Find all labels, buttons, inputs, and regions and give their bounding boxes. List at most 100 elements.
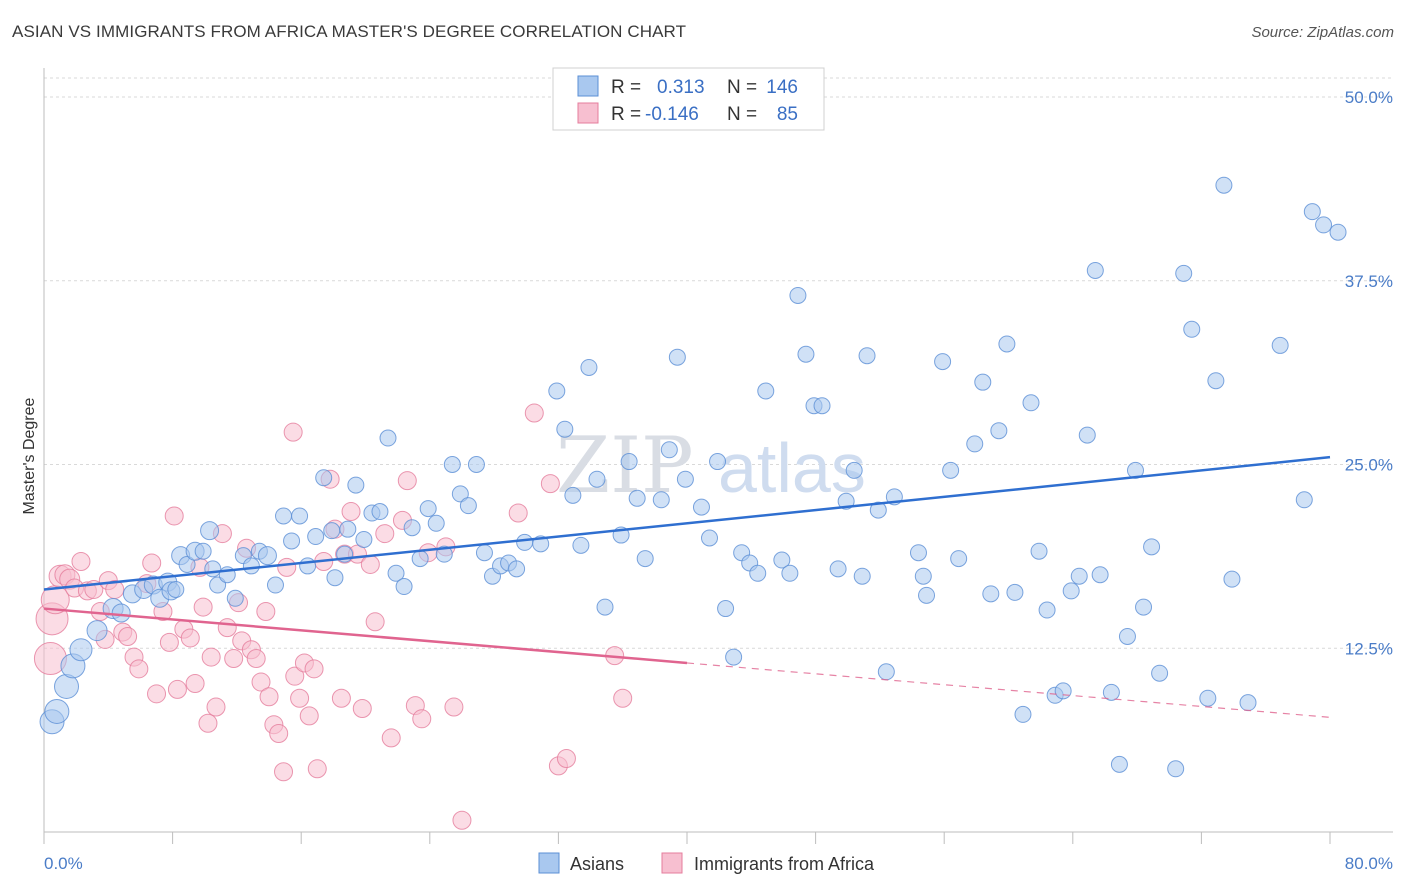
asian-point (942, 461, 960, 479)
africa-point (556, 749, 576, 768)
asian-point (717, 600, 735, 618)
asian-point (1239, 694, 1257, 712)
asian-point (299, 557, 317, 575)
asian-point (628, 489, 646, 507)
asian-point (781, 564, 799, 582)
asian-point (950, 550, 968, 568)
africa-point (201, 647, 221, 667)
asian-point (200, 521, 220, 541)
asian-point (1086, 261, 1104, 279)
asian-point (1006, 583, 1024, 601)
asian-point (692, 498, 710, 516)
chart-title: ASIAN VS IMMIGRANTS FROM AFRICA MASTER'S… (12, 22, 687, 41)
asian-points (39, 176, 1347, 778)
asian-point (1135, 598, 1153, 616)
asian-point (403, 519, 421, 537)
asian-point (275, 507, 293, 525)
africa-point (159, 632, 179, 652)
africa-point (299, 706, 319, 726)
asian-point (1014, 705, 1032, 723)
asian-point (323, 522, 341, 540)
africa-point (375, 524, 395, 544)
asian-point (427, 514, 445, 532)
asian-point (556, 420, 574, 438)
asian-point (467, 456, 485, 473)
asian-point (1271, 336, 1289, 354)
africa-point (142, 553, 162, 573)
asian-point (877, 663, 895, 681)
africa-point (129, 659, 149, 679)
asian-point (371, 503, 389, 521)
asian-point (1295, 491, 1313, 509)
africa-trend-extension (686, 662, 1331, 718)
asian-point (435, 545, 453, 563)
africa-point (269, 724, 289, 744)
asian-point (1062, 582, 1080, 600)
africa-point (452, 810, 472, 830)
asian-point (178, 555, 196, 573)
legend-swatch-asians (577, 75, 599, 97)
asian-point (1207, 372, 1225, 390)
asian-point (596, 598, 614, 616)
asian-point (701, 529, 719, 547)
africa-point (397, 471, 417, 491)
asian-point (725, 648, 743, 666)
asian-point (709, 453, 727, 471)
legend-r-value-asians: 0.313 (657, 77, 705, 98)
bottom-legend-africa: Immigrants from Africa (694, 854, 875, 874)
asian-point (797, 345, 815, 363)
asian-point (1223, 570, 1241, 588)
asian-point (411, 550, 429, 568)
africa-point (285, 666, 305, 686)
asian-point (1315, 216, 1333, 234)
africa-point (381, 728, 401, 748)
axis-layer (43, 68, 1393, 844)
legend-r-label-africa: R = (611, 104, 641, 125)
asian-point (789, 286, 807, 304)
africa-point (256, 602, 276, 621)
africa-point (341, 502, 361, 522)
asian-point (443, 456, 461, 473)
asian-point (194, 542, 212, 560)
asian-point (167, 580, 185, 598)
asian-point (1038, 601, 1056, 619)
asian-point (998, 335, 1016, 353)
africa-point (224, 649, 244, 669)
legend-swatch-africa (577, 102, 599, 124)
asian-point (757, 382, 775, 400)
asian-point (548, 382, 566, 400)
asian-point (1151, 664, 1169, 682)
africa-point (206, 697, 226, 717)
africa-point (524, 403, 544, 423)
asian-trend-line (43, 455, 1331, 591)
asian-point (307, 528, 325, 546)
asian-point (69, 638, 93, 662)
asian-point (914, 567, 932, 585)
asian-point (837, 492, 855, 510)
bottom-legend-asians: Asians (570, 854, 624, 874)
africa-point (508, 503, 528, 523)
asian-point (990, 422, 1008, 440)
africa-point (412, 709, 432, 729)
africa-point (185, 674, 205, 694)
asian-point (845, 461, 863, 479)
asian-point (1070, 567, 1088, 585)
africa-point (540, 474, 560, 494)
asian-point (974, 373, 992, 391)
asian-point (620, 453, 638, 471)
asian-point (853, 567, 871, 585)
africa-point (331, 688, 351, 708)
asian-point (283, 532, 301, 550)
y-tick-labels: 12.5% 25.0% 37.5% 50.0% (1345, 88, 1393, 658)
top-legend: R = 0.313 N = 146 R = -0.146 N = 85 (552, 67, 825, 131)
asian-point (749, 564, 767, 582)
asian-point (1110, 755, 1128, 773)
asian-point (652, 491, 670, 509)
asian-point (773, 551, 791, 569)
asian-point (419, 500, 437, 518)
asian-point (1183, 320, 1201, 338)
africa-point (259, 687, 279, 707)
asian-point (266, 576, 284, 594)
asian-point (564, 486, 582, 504)
